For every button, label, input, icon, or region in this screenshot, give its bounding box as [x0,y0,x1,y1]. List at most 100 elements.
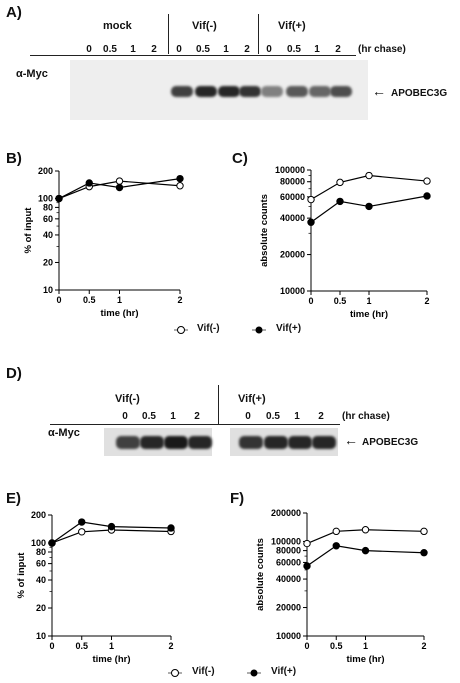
y-tick-label: 40 [36,575,46,585]
data-point-vif-plus [420,549,428,557]
x-tick-label: 0 [56,295,61,305]
blot-band [116,436,140,449]
blot-a-group-mock: mock [103,20,132,32]
blot-d-group-vif-minus: Vif(-) [115,393,140,405]
blot-band [286,86,308,97]
data-point-vif-plus [332,542,340,550]
data-point-vif-plus [176,174,184,183]
blot-band [195,86,217,97]
blot-band [239,86,261,97]
blot-band [330,86,352,97]
blot-a-separator [168,14,169,54]
data-point-vif-plus [167,524,175,532]
lane-label: 1 [170,411,176,422]
y-tick-label: 200 [31,510,46,520]
data-point-vif-plus [115,183,124,192]
data-point-vif-minus [336,178,344,187]
series-line-vif-plus [310,195,428,223]
x-tick-label: 2 [168,641,173,651]
lane-label: 2 [318,411,324,422]
series-line-vif-minus [306,529,425,545]
data-point-vif-minus [365,171,373,180]
x-tick-label: 0.5 [75,641,88,651]
y-tick-label: 20000 [276,603,301,613]
chart-c: 10000 20000 40000 60000 80000 100000 0 0.5 1 2 tim… [259,165,431,320]
y-tick-label: 20000 [280,250,305,260]
panel-label-c: C) [232,150,248,167]
data-point-vif-plus [85,179,93,187]
blot-a-band-label: APOBEC3G [391,88,448,99]
y-tick-label: 60 [36,559,46,569]
blot-band [164,436,188,449]
y-tick-label: 80 [43,202,53,212]
blot-band [218,86,240,97]
x-tick-label: 1 [117,295,122,305]
x-axis-label: time (hr) [93,654,131,665]
data-point-vif-minus [361,526,370,534]
blot-band [288,436,312,449]
lane-label: 0 [266,44,272,55]
blot-a-antibody-label: α-Myc [16,68,48,80]
blot-band [312,436,336,449]
data-point-vif-minus [303,539,311,548]
series-line-vif-minus [51,529,172,544]
x-tick-label: 1 [366,296,371,306]
data-point-vif-minus [115,177,124,185]
y-tick-label: 20 [43,257,53,267]
series-line-vif-minus [310,174,428,201]
data-point-vif-minus [332,527,340,536]
blot-d-group-vif-plus: Vif(+) [238,393,266,405]
x-axis-label: time (hr) [347,654,385,665]
y-tick-label: 10 [43,285,53,295]
y-tick-label: 80000 [280,177,305,187]
y-axis-label: % of input [16,552,27,599]
y-tick-label: 10000 [276,631,301,641]
lane-label: 2 [151,44,157,55]
y-tick-label: 200000 [271,508,301,518]
blot-d-gel-right [230,428,338,456]
y-tick-label: 10000 [280,286,305,296]
data-point-vif-plus [48,539,56,547]
blot-band [264,436,288,449]
x-tick-label: 0 [304,641,309,651]
lane-label: 1 [130,44,136,55]
blot-band [188,436,212,449]
legend-1-open-label: Vif(-) [197,323,220,334]
data-point-vif-plus [365,202,373,211]
blot-band [140,436,164,449]
blot-d-chase-label: (hr chase) [342,411,390,422]
filled-circle-icon [252,326,266,334]
y-tick-label: 40000 [276,574,301,584]
panel-label-b: B) [6,150,22,167]
data-point-vif-minus [420,527,428,536]
blot-a-arrow-icon: ← [372,83,386,99]
x-tick-label: 1 [363,641,368,651]
y-tick-label: 40 [43,230,53,240]
y-tick-label: 100 [38,194,53,204]
legend-2: Vif(-) Vif(+) [0,664,460,683]
x-tick-label: 0.5 [83,295,96,305]
blot-a-separator [258,14,259,54]
x-tick-label: 0.5 [334,296,347,306]
lane-label: 1 [294,411,300,422]
x-tick-label: 2 [177,295,182,305]
panel-label-f: F) [230,490,245,507]
series-line-vif-plus [58,178,181,200]
legend-2-filled-label: Vif(+) [271,666,297,677]
series-line-vif-plus [51,521,172,544]
lane-label: 1 [223,44,229,55]
legend-1-filled-label: Vif(+) [276,323,302,334]
blot-d-antibody-label: α-Myc [48,427,80,439]
open-circle-icon [174,326,188,334]
data-point-vif-minus [176,182,184,190]
blot-a-group-vif-plus: Vif(+) [278,20,306,32]
blot-a-gel [70,60,368,120]
lane-label: 0.5 [103,44,117,55]
x-tick-label: 0.5 [330,641,343,651]
lane-label: 2 [244,44,250,55]
lane-label: 0.5 [287,44,301,55]
y-axis-label: % of input [23,207,34,254]
